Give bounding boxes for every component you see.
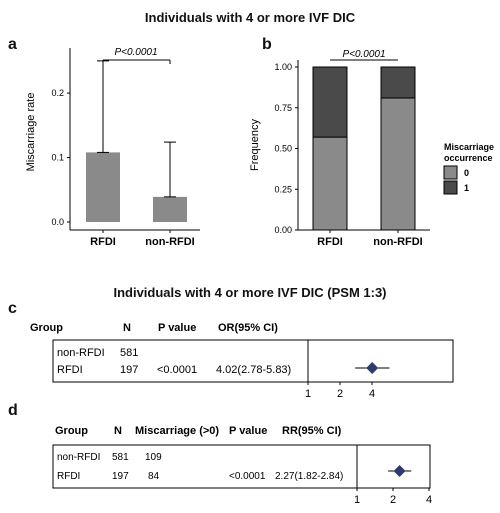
- panel-b-ytick-label-4: 1.00: [274, 62, 292, 72]
- panel-d-row1-m: 109: [145, 452, 162, 463]
- panel-a-ytick-label-1: 0.1: [51, 153, 64, 163]
- panel-a-ytick-label-2: 0.2: [51, 88, 64, 98]
- panel-b-bar-0-series-0: [312, 136, 348, 231]
- panel-c-table: Group N P value OR(95% CI) non-RFDI 581 …: [30, 322, 454, 400]
- panel-c-row2-ci: 4.02(2.78-5.83): [216, 364, 291, 376]
- panel-a-ytick-label-0: 0.0: [51, 217, 64, 227]
- panel-c-estimate-marker: [366, 362, 379, 374]
- figure-title-top: Individuals with 4 or more IVF DIC: [144, 10, 356, 25]
- panel-a-bar-1: [153, 196, 187, 222]
- panel-b-annotation: P<0.0001: [342, 49, 385, 60]
- panel-letter-a: a: [8, 36, 17, 53]
- panel-b-legend-swatch-0: [443, 165, 458, 180]
- panel-a-ylabel: Miscarriage rate: [25, 93, 37, 172]
- panel-d-table: Group N Miscarriage (>0) P value RR(95% …: [52, 425, 432, 506]
- panel-c-header-group: Group: [30, 322, 63, 334]
- panel-b-legend-swatch-1: [443, 180, 458, 195]
- panel-c-xtick-label-2: 4: [369, 388, 375, 400]
- panel-b-chart: Frequency 0.00 0.25 0.50 0.75 1.00 RFDI non-RF…: [249, 49, 494, 248]
- panel-b-ytick-label-1: 0.25: [274, 184, 292, 194]
- panel-a-xtick-label-0: RFDI: [90, 236, 116, 248]
- panel-b-legend-title-1: Miscarriage: [444, 142, 494, 152]
- panel-b-legend-title-2: occurrence: [444, 153, 493, 163]
- panel-d-header-ci: RR(95% CI): [282, 425, 342, 437]
- panel-a-chart: Miscarriage rate 0.0 0.1 0.2 RFDI non-RFDI P…: [25, 47, 200, 248]
- panel-d-header-p: P value: [229, 425, 267, 437]
- panel-d-row2-m: 84: [148, 471, 160, 482]
- panel-letter-b: b: [262, 36, 272, 53]
- panel-d-xtick-label-2: 4: [426, 494, 432, 506]
- panel-b-ytick-label-3: 0.75: [274, 103, 292, 113]
- panel-b-ytick-label-0: 0.00: [274, 225, 292, 235]
- panel-c-row1-group: non-RFDI: [57, 347, 105, 359]
- panel-d-row2-ci: 2.27(1.82-2.84): [275, 471, 343, 482]
- panel-c-header-p: P value: [158, 322, 196, 334]
- panel-d-row2-group: RFDI: [57, 471, 80, 482]
- panel-d-row1-group: non-RFDI: [57, 452, 100, 463]
- figure-title-mid: Individuals with 4 or more IVF DIC (PSM …: [113, 285, 387, 300]
- panel-a-annotation: P<0.0001: [114, 47, 157, 58]
- panel-letter-c: c: [8, 300, 17, 317]
- panel-d-xtick-label-0: 1: [354, 494, 360, 506]
- panel-b-legend-label-0: 0: [464, 168, 469, 178]
- panel-d-header-miscarriage: Miscarriage (>0): [135, 425, 219, 437]
- panel-c-xtick-label-0: 1: [305, 388, 311, 400]
- panel-c-header-ci: OR(95% CI): [218, 322, 278, 334]
- panel-c-header-n: N: [123, 322, 131, 334]
- panel-c-row1-n: 581: [120, 347, 138, 359]
- panel-b-bar-1-series-0: [380, 97, 416, 231]
- panel-c-row2-p: <0.0001: [157, 364, 197, 376]
- panel-c-xtick-label-1: 2: [337, 388, 343, 400]
- panel-c-row2-group: RFDI: [57, 364, 83, 376]
- panel-d-row2-p: <0.0001: [229, 471, 266, 482]
- panel-b-xtick-label-1: non-RFDI: [373, 236, 422, 248]
- panel-b-bar-1-series-1: [380, 66, 416, 99]
- panel-d-estimate-marker: [393, 465, 406, 477]
- panel-b-legend-label-1: 1: [464, 183, 469, 193]
- panel-c-row2-n: 197: [120, 364, 138, 376]
- panel-a-bar-0: [86, 152, 120, 222]
- panel-d-header-group: Group: [55, 425, 88, 437]
- panel-d-xtick-label-1: 2: [390, 494, 396, 506]
- panel-letter-d: d: [8, 402, 18, 419]
- panel-d-row1-n: 581: [112, 452, 129, 463]
- panel-b-ytick-label-2: 0.50: [274, 144, 292, 154]
- panel-b-bar-0-series-1: [312, 66, 348, 138]
- panel-a-xtick-label-1: non-RFDI: [145, 236, 194, 248]
- panel-d-header-n: N: [114, 425, 122, 437]
- panel-d-row2-n: 197: [112, 471, 129, 482]
- panel-b-ylabel: Frequency: [249, 119, 261, 171]
- panel-b-xtick-label-0: RFDI: [317, 236, 343, 248]
- panel-c-box: [52, 339, 454, 383]
- panel-d-box: [52, 444, 431, 489]
